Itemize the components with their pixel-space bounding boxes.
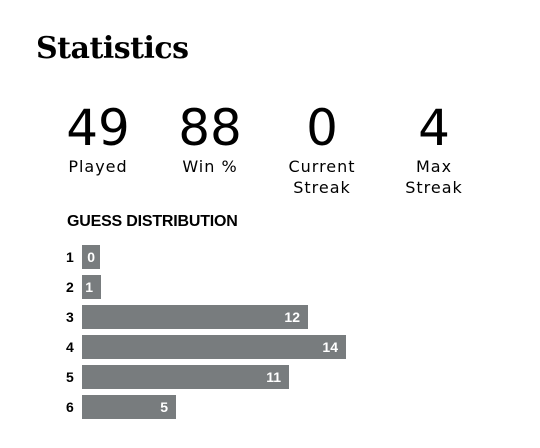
stat-current-streak-value: 0 <box>306 99 338 157</box>
stats-row: 49 Played 88 Win % 0 Current Streak 4 Ma… <box>0 100 540 210</box>
stat-max-streak-label-line2: Streak <box>405 178 463 197</box>
stat-current-streak: 0 Current Streak <box>262 100 382 198</box>
distribution-bar: 14 <box>82 335 346 359</box>
distribution-bar: 1 <box>82 275 101 299</box>
stat-win-percent-value: 88 <box>178 99 242 157</box>
stat-played-value: 49 <box>66 99 130 157</box>
stat-win-percent-label: Win % <box>182 157 238 176</box>
distribution-bar: 11 <box>82 365 289 389</box>
distribution-guess-number: 2 <box>66 279 74 295</box>
distribution-guess-number: 5 <box>66 369 74 385</box>
stat-win-percent: 88 Win % <box>150 100 270 178</box>
distribution-guess-number: 3 <box>66 309 74 325</box>
guess-distribution-heading: GUESS DISTRIBUTION <box>67 213 238 230</box>
stat-max-streak-value: 4 <box>418 99 450 157</box>
distribution-bar: 5 <box>82 395 176 419</box>
stat-max-streak-label: Max <box>415 157 453 176</box>
statistics-title: Statistics <box>36 31 189 66</box>
distribution-bar: 0 <box>82 245 100 269</box>
distribution-bar: 12 <box>82 305 308 329</box>
stat-current-streak-label-line2: Streak <box>293 178 351 197</box>
distribution-guess-number: 1 <box>66 249 74 265</box>
stat-max-streak: 4 Max Streak <box>374 100 494 198</box>
stat-current-streak-label: Current <box>288 157 356 176</box>
stat-played: 49 Played <box>38 100 158 178</box>
distribution-guess-number: 4 <box>66 339 74 355</box>
distribution-guess-number: 6 <box>66 399 74 415</box>
stat-played-label: Played <box>68 157 128 176</box>
